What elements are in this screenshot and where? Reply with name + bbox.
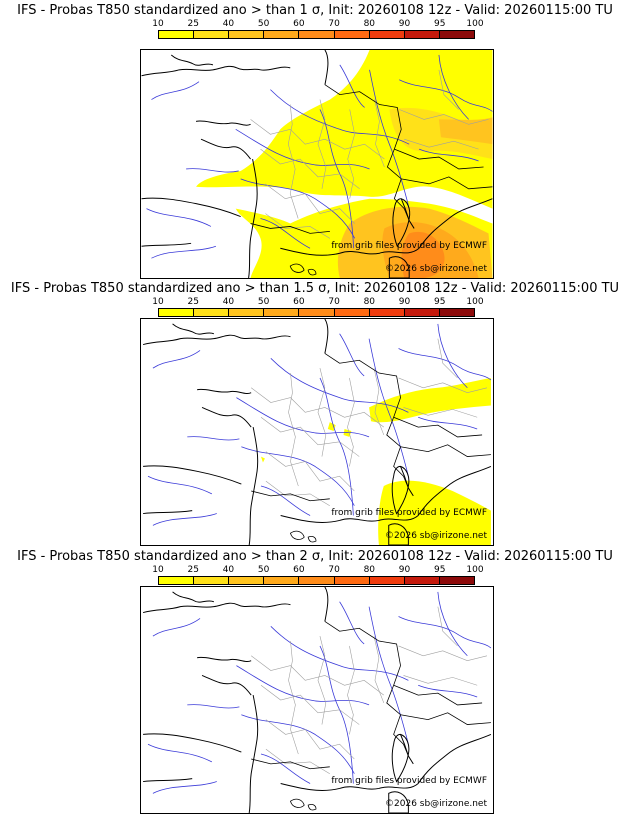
colorbar-swatch <box>299 577 335 584</box>
prob-area-60-core <box>401 231 445 278</box>
probability-map: from grib files provided by ECMWF ©2026 … <box>140 318 494 546</box>
colorbar-tick: 70 <box>328 19 340 29</box>
colorbar-tick: 90 <box>398 19 411 29</box>
colorbar-tick: 50 <box>257 297 270 307</box>
colorbar-tick: 25 <box>187 297 199 307</box>
colorbar-tick: 10 <box>152 297 164 307</box>
credit-source: from grib files provided by ECMWF <box>331 776 487 786</box>
colorbar-swatch <box>404 577 440 584</box>
panel-title: IFS - Probas T850 standardized ano > tha… <box>17 3 613 18</box>
credit-copyright: ©2026 sb@irizone.net <box>385 531 487 541</box>
colorbar-tick: 25 <box>187 565 199 575</box>
probability-map: from grib files provided by ECMWF ©2026 … <box>140 49 494 279</box>
colorbar-tick: 10 <box>152 19 164 29</box>
colorbar-tick: 40 <box>222 297 235 307</box>
colorbar-ticks: 10 25 40 50 60 70 80 90 95 100 <box>152 19 483 30</box>
colorbar-tick: 80 <box>363 565 376 575</box>
colorbar-tick: 25 <box>187 19 199 29</box>
colorbar-swatch <box>439 309 474 316</box>
prob-area-yellow-south <box>378 480 491 545</box>
colorbar-ticks: 10 25 40 50 60 70 80 90 95 100 <box>152 297 483 308</box>
colorbar-tick: 60 <box>293 19 305 29</box>
panel-title: IFS - Probas T850 standardized ano > tha… <box>17 549 613 564</box>
colorbar-swatch <box>264 577 300 584</box>
map-canvas <box>142 319 492 545</box>
colorbar-swatch <box>194 309 230 316</box>
colorbar-swatch <box>404 31 440 38</box>
colorbar-tick: 100 <box>466 19 484 29</box>
colorbar-tick: 80 <box>363 19 376 29</box>
colorbar <box>158 30 475 39</box>
colorbar-swatch <box>194 31 230 38</box>
colorbar-ticks: 10 25 40 50 60 70 80 90 95 100 <box>152 565 483 576</box>
credit-source: from grib files provided by ECMWF <box>331 508 487 518</box>
credit-copyright: ©2026 sb@irizone.net <box>385 264 487 274</box>
colorbar-tick: 90 <box>398 565 411 575</box>
colorbar-swatch <box>334 31 370 38</box>
colorbar-tick: 40 <box>222 565 235 575</box>
credit-source: from grib files provided by ECMWF <box>331 241 487 251</box>
colorbar-swatch <box>194 577 230 584</box>
panel-title: IFS - Probas T850 standardized ano > tha… <box>10 281 620 296</box>
colorbar-tick: 10 <box>152 565 164 575</box>
colorbar-swatch <box>159 31 195 38</box>
colorbar-swatch <box>159 577 195 584</box>
colorbar-swatch <box>439 31 474 38</box>
colorbar-tick: 50 <box>257 19 270 29</box>
map-panel-1-5sigma: IFS - Probas T850 standardized ano > tha… <box>0 278 630 550</box>
prob-area-yellow <box>196 50 493 209</box>
colorbar-swatch <box>264 309 300 316</box>
colorbar-tick: 100 <box>466 297 484 307</box>
colorbar-swatch <box>229 577 265 584</box>
colorbar-tick: 50 <box>257 565 270 575</box>
colorbar-tick: 90 <box>398 297 411 307</box>
colorbar-tick: 80 <box>363 297 376 307</box>
colorbar-tick: 60 <box>293 297 305 307</box>
colorbar-swatch <box>299 309 335 316</box>
colorbar-swatch <box>334 309 370 316</box>
prob-area-yellow-alps <box>369 377 491 423</box>
colorbar-tick: 95 <box>434 565 446 575</box>
colorbar-tick: 60 <box>293 565 305 575</box>
prob-area-40-alps <box>438 117 493 145</box>
colorbar-tick: 70 <box>328 297 340 307</box>
colorbar-tick: 100 <box>466 565 484 575</box>
colorbar <box>158 308 475 317</box>
probability-map: from grib files provided by ECMWF ©2026 … <box>140 586 494 814</box>
credit-copyright: ©2026 sb@irizone.net <box>385 799 487 809</box>
colorbar-swatch <box>369 309 405 316</box>
colorbar-tick: 95 <box>434 19 446 29</box>
colorbar-swatch <box>299 31 335 38</box>
colorbar-swatch <box>369 577 405 584</box>
colorbar-tick: 70 <box>328 565 340 575</box>
colorbar-tick: 40 <box>222 19 235 29</box>
colorbar-tick: 95 <box>434 297 446 307</box>
colorbar-swatch <box>404 309 440 316</box>
colorbar-swatch <box>229 309 265 316</box>
map-canvas <box>141 50 493 278</box>
colorbar <box>158 576 475 585</box>
colorbar-swatch <box>334 577 370 584</box>
prob-area-yellow-spot3 <box>260 456 265 463</box>
colorbar-swatch <box>369 31 405 38</box>
colorbar-swatch <box>264 31 300 38</box>
prob-area-yellow-spot2 <box>343 429 352 437</box>
colorbar-swatch <box>159 309 195 316</box>
colorbar-swatch <box>229 31 265 38</box>
map-panel-2sigma: IFS - Probas T850 standardized ano > tha… <box>0 546 630 818</box>
prob-area-yellow-spot1 <box>327 422 336 432</box>
map-panel-1sigma: IFS - Probas T850 standardized ano > tha… <box>0 0 630 279</box>
colorbar-swatch <box>439 577 474 584</box>
